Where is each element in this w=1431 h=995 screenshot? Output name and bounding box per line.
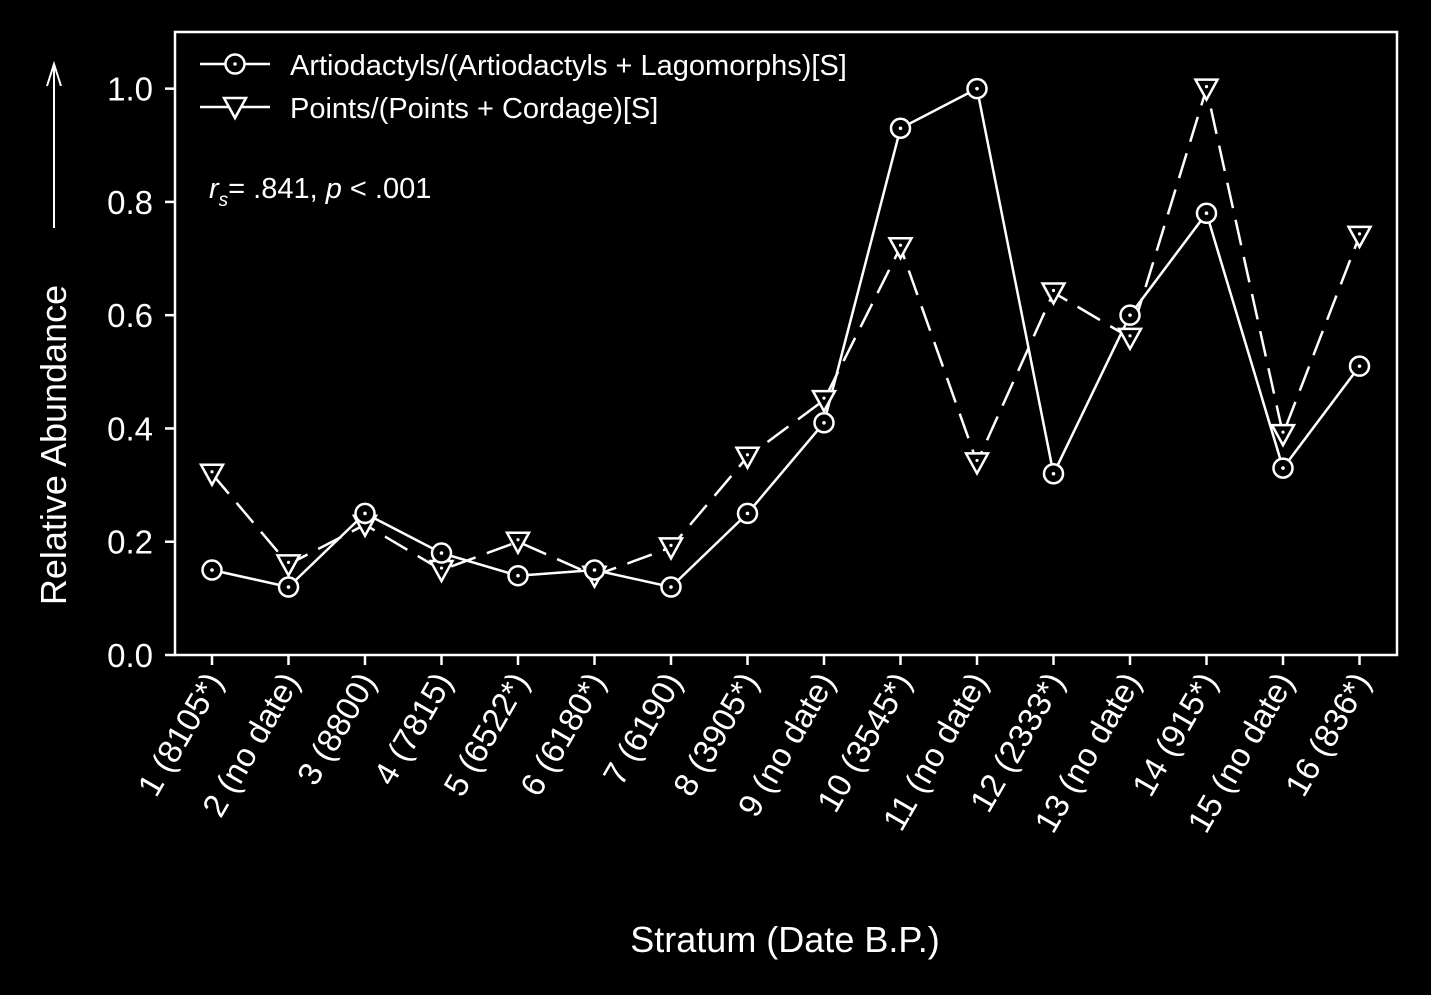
data-point-circle-dot: [822, 420, 826, 425]
data-point-circle-dot: [516, 573, 520, 578]
series-layer: [198, 77, 1373, 598]
annotation-value: = .841,: [228, 173, 326, 205]
data-point-circle-dot: [592, 568, 597, 572]
data-point-triangle-dot: [439, 566, 444, 570]
data-point-circle-dot: [1357, 364, 1362, 368]
annotation-p: p: [325, 173, 342, 205]
data-point-triangle-dot: [1204, 85, 1209, 89]
data-point-circle-dot: [1128, 313, 1132, 317]
y-tick-label: 0.4: [107, 410, 153, 447]
data-point-circle-dot: [669, 585, 673, 589]
data-point-circle-dot: [1051, 471, 1056, 476]
annotation-r: r: [209, 173, 220, 205]
legend: Artiodactyls/(Artiodactyls + Lagomorphs)…: [200, 50, 847, 125]
y-axis-title-group: Relative Abundance: [33, 60, 74, 605]
data-point-triangle: [657, 537, 685, 561]
y-axis: 0.0 0.2 0.4 0.6 0.8 1.0: [107, 71, 175, 674]
data-point-triangle: [963, 452, 991, 477]
data-point-triangle: [1346, 225, 1373, 250]
data-point-triangle: [504, 531, 532, 556]
data-point-triangle-dot: [745, 453, 750, 457]
data-point-triangle-dot: [1128, 334, 1132, 338]
data-point-triangle: [1116, 327, 1144, 352]
data-point-circle-dot: [1204, 211, 1209, 216]
legend-label-points: Points/(Points + Cordage)[S]: [290, 93, 658, 125]
data-point-triangle-dot: [1281, 430, 1285, 434]
y-tick-label: 0.8: [107, 184, 153, 221]
data-point-triangle: [198, 463, 226, 488]
correlation-annotation: rs= .841, p < .001: [209, 173, 431, 211]
y-axis-title: Relative Abundance: [33, 285, 74, 605]
y-tick-label: 0.2: [107, 524, 153, 561]
data-point-triangle: [810, 389, 838, 414]
legend-marker-triangle: [221, 96, 249, 121]
data-point-triangle: [1040, 282, 1067, 307]
data-point-triangle-dot: [210, 470, 214, 474]
data-point-triangle-dot: [286, 560, 291, 564]
data-point-circle-dot: [1281, 466, 1285, 470]
data-point-circle-dot: [975, 86, 979, 91]
plot-frame: [173, 30, 1399, 657]
data-point-triangle-dot: [822, 396, 826, 400]
annotation-subscript: s: [219, 190, 229, 211]
data-point-circle-dot: [745, 511, 750, 516]
data-point-triangle-dot: [1051, 288, 1056, 293]
legend-label-artiodactyls: Artiodactyls/(Artiodactyls + Lagomorphs)…: [290, 50, 847, 82]
y-tick-label: 0.6: [107, 297, 153, 334]
annotation-threshold: < .001: [342, 173, 432, 205]
data-point-circle-dot: [286, 585, 291, 589]
data-point-circle-dot: [439, 551, 444, 555]
x-axis-title: Stratum (Date B.P.): [630, 919, 939, 960]
series-line-artiodactyls: [211, 86, 1361, 589]
data-point-circle-dot: [210, 568, 214, 572]
data-point-triangle: [734, 446, 761, 471]
y-tick-label: 0.0: [107, 637, 153, 674]
legend-marker-circle-dot: [233, 62, 237, 66]
y-axis-arrowhead: [46, 60, 62, 87]
data-point-triangle-dot: [975, 458, 979, 463]
data-point-triangle: [1269, 423, 1297, 448]
data-point-triangle: [887, 236, 914, 261]
data-point-triangle: [1193, 78, 1220, 103]
series-line-points: [211, 83, 1361, 578]
data-point-triangle: [275, 554, 302, 578]
data-point-triangle-dot: [898, 243, 903, 247]
data-point-triangle-dot: [669, 543, 673, 547]
data-point-circle-dot: [363, 511, 367, 516]
data-point-triangle-dot: [516, 538, 520, 542]
data-point-circle-dot: [898, 126, 903, 131]
y-tick-label: 1.0: [107, 71, 153, 108]
data-point-triangle-dot: [1357, 232, 1362, 236]
